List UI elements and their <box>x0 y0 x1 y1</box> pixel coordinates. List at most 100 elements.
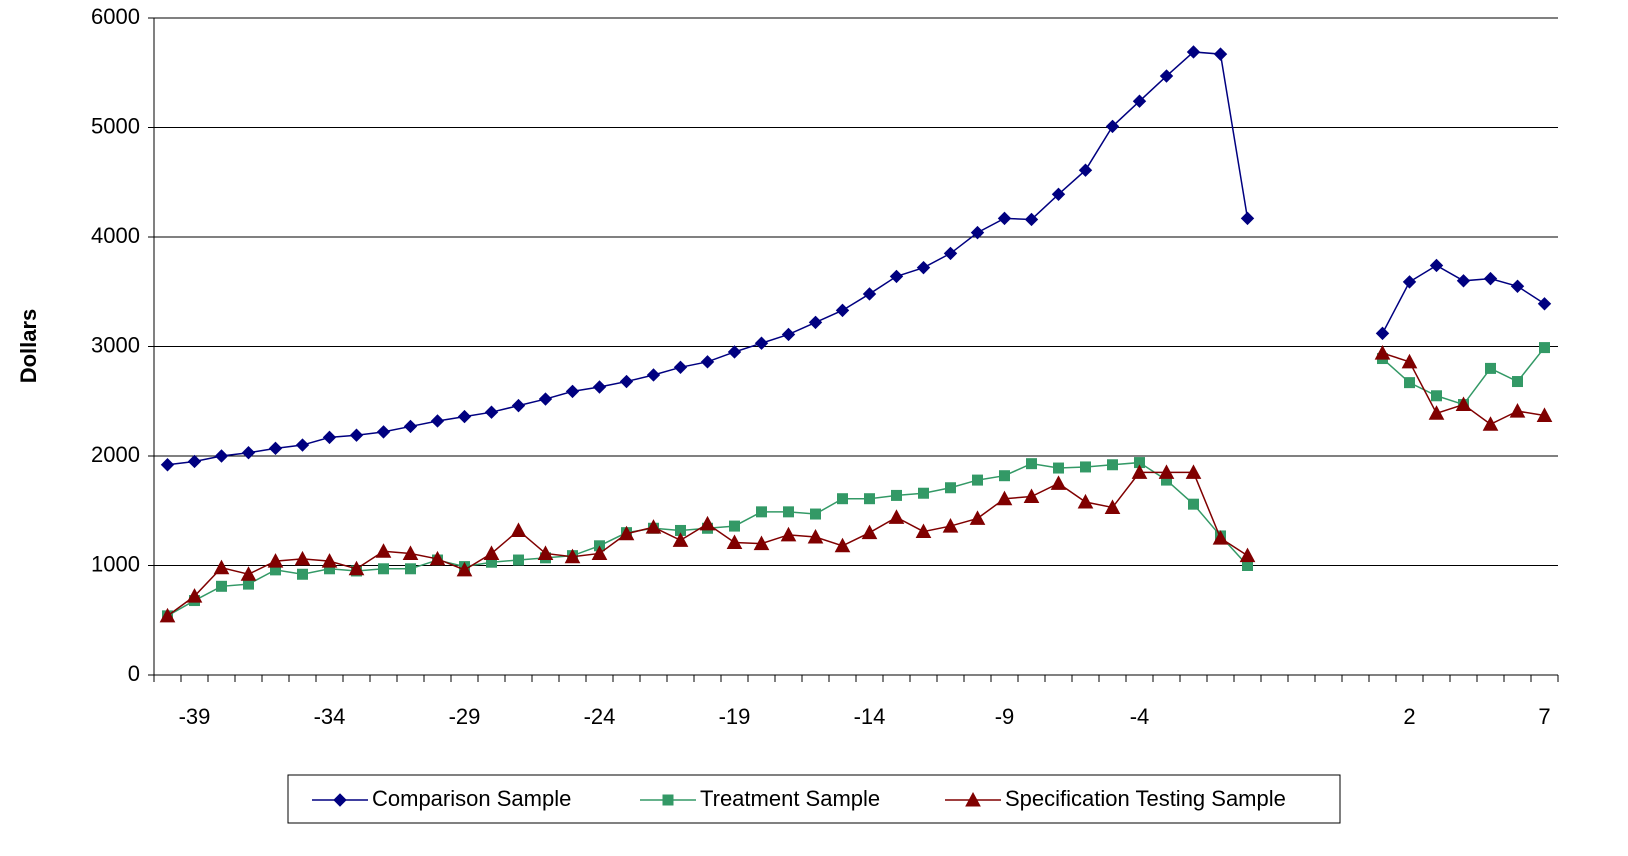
point <box>160 458 175 472</box>
point <box>943 246 958 261</box>
point <box>726 534 743 550</box>
point <box>1024 212 1039 227</box>
point <box>1105 119 1120 134</box>
point <box>1212 530 1229 545</box>
point <box>729 520 740 532</box>
point <box>510 522 527 537</box>
point <box>186 588 203 603</box>
point <box>321 553 338 568</box>
x-tick-label: -4 <box>1130 704 1150 729</box>
point <box>592 380 607 394</box>
point <box>1429 258 1444 273</box>
point <box>483 545 500 560</box>
point <box>1428 405 1445 420</box>
legend-label: Specification Testing Sample <box>1005 786 1286 811</box>
point <box>700 355 715 369</box>
series-line <box>167 352 1545 617</box>
point <box>1374 345 1391 360</box>
point <box>945 482 956 494</box>
point <box>268 441 283 456</box>
point <box>619 374 634 389</box>
point <box>294 550 311 566</box>
y-tick-label: 4000 <box>91 223 140 248</box>
y-tick-label: 5000 <box>91 113 140 138</box>
point <box>429 550 446 566</box>
point <box>673 360 688 375</box>
y-tick-label: 0 <box>128 661 140 686</box>
point <box>808 315 823 330</box>
point <box>1512 376 1523 388</box>
point <box>1431 390 1442 402</box>
point <box>1186 45 1201 59</box>
point <box>645 519 662 534</box>
point <box>1455 396 1472 412</box>
x-tick-label: -34 <box>314 704 346 729</box>
point <box>1188 498 1199 510</box>
point <box>618 525 635 541</box>
point <box>837 493 848 505</box>
point <box>214 449 229 463</box>
point <box>1485 362 1496 374</box>
point <box>1401 353 1418 369</box>
x-tick-label: -39 <box>179 704 211 729</box>
point <box>403 419 418 434</box>
x-tick-label: 2 <box>1403 704 1415 729</box>
x-tick-label: -9 <box>995 704 1015 729</box>
point <box>1213 47 1228 61</box>
legend-marker <box>333 793 347 807</box>
point <box>781 327 796 342</box>
y-tick-label: 3000 <box>91 332 140 357</box>
point <box>1159 69 1174 83</box>
point <box>699 515 716 531</box>
x-tick-label: -19 <box>719 704 751 729</box>
y-tick-label: 1000 <box>91 551 140 576</box>
point <box>375 543 392 558</box>
point <box>756 506 767 518</box>
point <box>672 532 689 547</box>
point <box>1456 274 1471 288</box>
point <box>1023 488 1040 504</box>
point <box>457 409 472 424</box>
point <box>942 518 959 533</box>
point <box>915 523 932 539</box>
legend-label: Comparison Sample <box>372 786 571 811</box>
legend-box <box>287 774 1341 824</box>
point <box>430 414 445 428</box>
point <box>1104 499 1121 514</box>
point <box>999 470 1010 482</box>
point <box>349 428 364 442</box>
point <box>807 528 824 544</box>
legend-marker <box>662 794 674 806</box>
point <box>1239 547 1256 563</box>
point <box>537 545 554 560</box>
point <box>240 566 257 581</box>
point <box>810 508 821 520</box>
point <box>511 398 526 413</box>
point <box>591 545 608 560</box>
point <box>1539 342 1550 354</box>
point <box>1240 211 1255 226</box>
point <box>1051 187 1066 202</box>
point <box>783 506 794 518</box>
y-tick-label: 6000 <box>91 4 140 29</box>
point <box>267 553 284 568</box>
x-tick-label: -24 <box>584 704 616 729</box>
point <box>1050 475 1067 490</box>
point <box>646 368 661 382</box>
point <box>1131 464 1148 479</box>
point <box>1080 461 1091 473</box>
point <box>1077 493 1094 509</box>
point <box>1402 275 1417 289</box>
point <box>565 384 580 399</box>
point <box>213 559 230 575</box>
point <box>295 438 310 452</box>
legend-label: Treatment Sample <box>700 786 880 811</box>
point <box>888 509 905 524</box>
point <box>1185 464 1202 479</box>
x-tick-label: -14 <box>854 704 886 729</box>
point <box>1537 297 1552 311</box>
point <box>322 430 337 445</box>
point <box>1536 407 1553 422</box>
point <box>862 287 877 301</box>
